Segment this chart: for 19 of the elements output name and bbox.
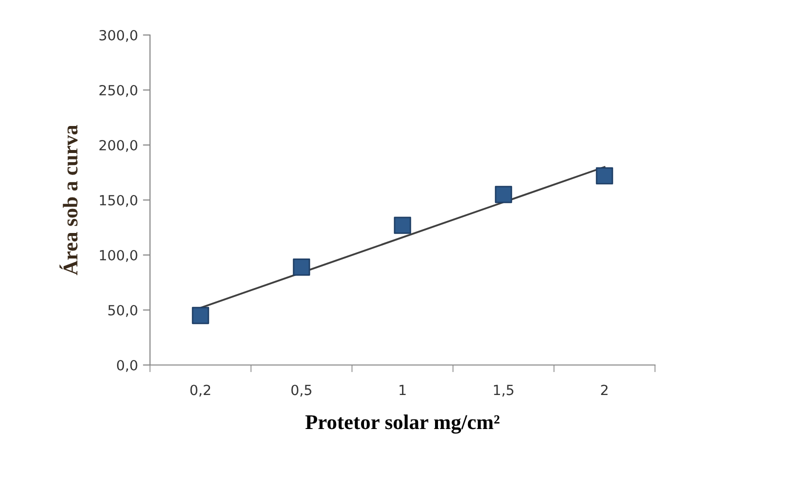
y-tick-label: 100,0 bbox=[100, 250, 138, 262]
point bbox=[596, 167, 614, 184]
x-tick-label: 1,5 bbox=[494, 384, 514, 397]
y-tick-label: 300,0 bbox=[99, 30, 138, 42]
x-tick-label: 0,2 bbox=[190, 384, 210, 397]
y-tick-label: 250,0 bbox=[99, 84, 138, 97]
x-axis-title: Protetor solar mg/cm² bbox=[305, 414, 500, 434]
y-tick-label: 150,0 bbox=[100, 194, 138, 207]
point bbox=[192, 306, 210, 324]
y-tick-label: 50,0 bbox=[108, 304, 138, 317]
point bbox=[292, 258, 310, 276]
x-tick-label: 0,5 bbox=[291, 384, 312, 397]
point bbox=[494, 186, 512, 204]
y-axis-title: Área sob a curva bbox=[60, 124, 78, 276]
y-tick-label: 200,0 bbox=[99, 140, 138, 152]
x-tick-label: 2 bbox=[601, 384, 608, 395]
y-tick-label: 0,0 bbox=[117, 360, 138, 372]
point bbox=[394, 216, 412, 234]
x-tick-label: 1 bbox=[400, 384, 406, 395]
